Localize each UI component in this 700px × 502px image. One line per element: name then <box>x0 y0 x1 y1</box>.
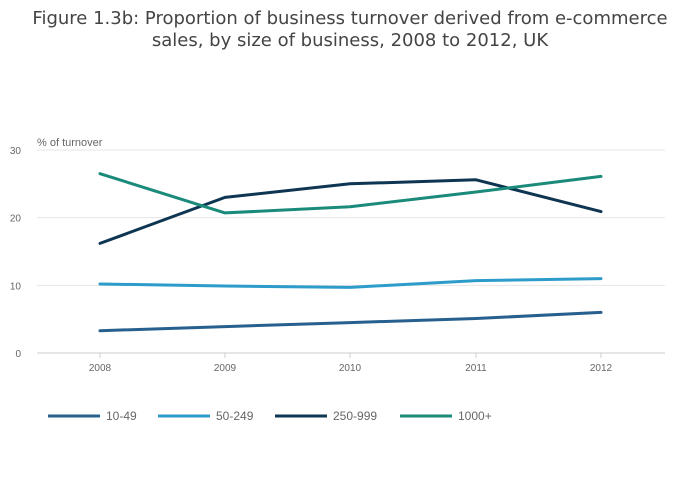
x-tick-label: 2010 <box>339 363 362 374</box>
y-tick-label: 30 <box>10 146 22 157</box>
chart-title: Figure 1.3b: Proportion of business turn… <box>32 8 668 51</box>
y-tick-label: 10 <box>10 281 22 292</box>
legend[interactable]: 10-49 50-249 250-999 1000+ <box>48 409 492 423</box>
gridlines <box>37 149 665 286</box>
series-line-10-49 <box>98 310 603 333</box>
legend-label: 50-249 <box>216 409 254 423</box>
y-tick-label: 0 <box>15 349 21 360</box>
x-tick-label: 2012 <box>590 363 613 374</box>
legend-item-50-249[interactable]: 50-249 <box>158 409 254 423</box>
x-tick-labels: 2008 2009 2010 2011 2012 <box>89 353 613 374</box>
series-line-250-999 <box>98 178 603 245</box>
series-line-1000+ <box>98 172 603 215</box>
legend-item-250-999[interactable]: 250-999 <box>275 409 377 423</box>
y-tick-label: 20 <box>10 214 22 225</box>
series-lines <box>98 172 603 333</box>
legend-item-10-49[interactable]: 10-49 <box>48 409 137 423</box>
legend-item-1000+[interactable]: 1000+ <box>400 409 492 423</box>
series-line-50-249 <box>98 277 603 289</box>
y-tick-labels: 0 10 20 30 <box>10 146 22 360</box>
x-tick-label: 2008 <box>89 363 112 374</box>
y-axis-label: % of turnover <box>37 137 103 149</box>
legend-label: 250-999 <box>333 409 377 423</box>
x-tick-label: 2009 <box>214 363 237 374</box>
legend-label: 1000+ <box>458 409 492 423</box>
x-tick-label: 2011 <box>465 363 487 374</box>
legend-label: 10-49 <box>106 409 137 423</box>
